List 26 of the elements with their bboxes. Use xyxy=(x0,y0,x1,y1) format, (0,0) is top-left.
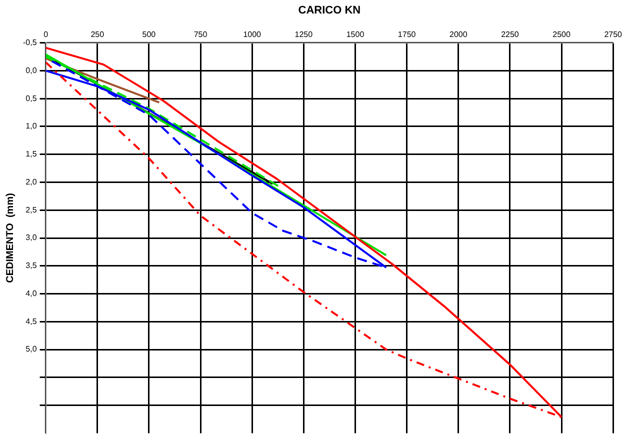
y-axis-title: CEDIMENTO (mm) xyxy=(4,193,16,283)
x-tick-label: 1500 xyxy=(346,30,365,40)
x-tick-label: 2250 xyxy=(501,30,520,40)
x-tick-label: 0 xyxy=(44,30,49,40)
x-tick-label: 750 xyxy=(194,30,208,40)
x-tick-label: 500 xyxy=(142,30,156,40)
y-tick-label: 0,0 xyxy=(26,66,38,75)
y-tick-label: 5,0 xyxy=(26,344,38,354)
y-tick-label: 4,5 xyxy=(26,316,38,326)
y-tick-label: 4,0 xyxy=(26,288,38,298)
y-tick-label: 2,5 xyxy=(26,205,38,214)
x-tick-label: 2500 xyxy=(552,30,571,40)
y-tick-label: 1,5 xyxy=(26,150,38,159)
x-tick-label: 2750 xyxy=(604,30,623,40)
x-tick-label: 1750 xyxy=(398,30,416,40)
x-tick-label: 250 xyxy=(90,30,105,40)
y-tick-label: 1,0 xyxy=(26,122,38,131)
x-tick-label: 2000 xyxy=(449,30,468,40)
y-tick-label: 3,5 xyxy=(26,261,38,270)
y-tick-label: -0,5 xyxy=(22,38,38,48)
y-tick-label: 3,0 xyxy=(26,233,38,242)
x-tick-label: 1250 xyxy=(294,30,314,40)
x-axis-title: CARICO KN xyxy=(298,4,361,17)
x-tick-label: 1000 xyxy=(243,30,262,40)
y-tick-label: 0,5 xyxy=(26,94,38,103)
y-tick-label: 2,0 xyxy=(26,177,38,186)
